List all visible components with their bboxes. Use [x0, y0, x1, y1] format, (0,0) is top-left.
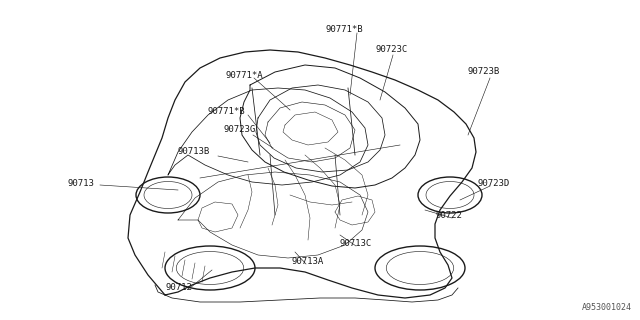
Text: 90723C: 90723C [375, 45, 407, 54]
Text: 90723G: 90723G [224, 125, 256, 134]
Text: A953001024: A953001024 [582, 303, 632, 312]
Text: 90713A: 90713A [292, 258, 324, 267]
Text: 90771*B: 90771*B [208, 108, 246, 116]
Text: 90723B: 90723B [468, 68, 500, 76]
Text: 90723D: 90723D [478, 179, 510, 188]
Text: 90713C: 90713C [340, 238, 372, 247]
Text: 90771*B: 90771*B [325, 26, 363, 35]
Text: 90722: 90722 [435, 211, 462, 220]
Text: 90771*A: 90771*A [225, 70, 262, 79]
Text: 90712: 90712 [165, 283, 192, 292]
Text: 90713B: 90713B [178, 148, 211, 156]
Text: 90713: 90713 [68, 179, 95, 188]
